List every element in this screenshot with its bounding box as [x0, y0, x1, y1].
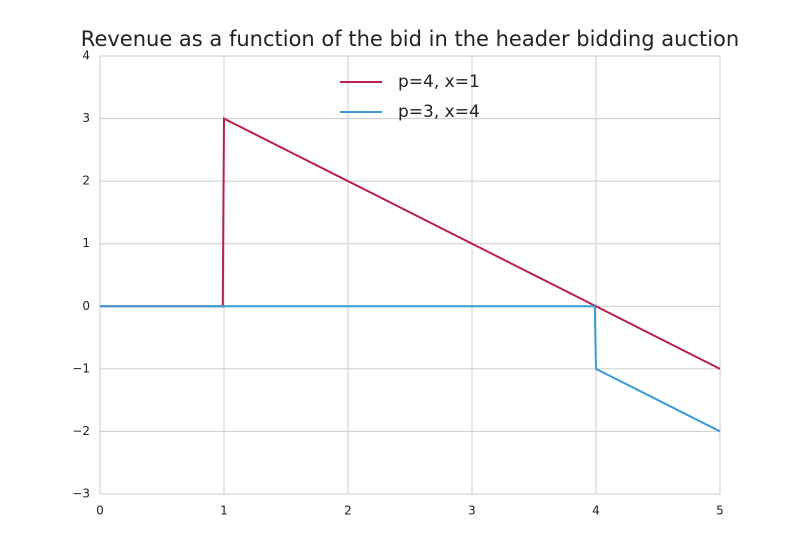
- y-tick-label: −3: [72, 487, 90, 501]
- y-tick-label: 2: [82, 174, 90, 188]
- x-tick-label: 1: [220, 504, 228, 518]
- x-tick-label: 2: [344, 504, 352, 518]
- legend-label: p=3, x=4: [398, 102, 480, 122]
- series-line: [100, 305, 721, 433]
- y-tick-label: 3: [82, 111, 90, 125]
- x-tick-label: 3: [468, 504, 476, 518]
- y-tick-label: 4: [82, 49, 90, 63]
- y-tick-label: 1: [82, 236, 90, 250]
- y-tick-label: −2: [72, 424, 90, 438]
- x-tick-label: 4: [592, 504, 600, 518]
- y-tick-label: −1: [72, 361, 90, 375]
- x-tick-label: 0: [96, 504, 104, 518]
- x-tick-label: 5: [716, 504, 724, 518]
- chart-title: Revenue as a function of the bid in the …: [81, 27, 739, 51]
- y-tick-label: 0: [82, 299, 90, 313]
- plot-frame: [99, 55, 721, 495]
- legend-label: p=4, x=1: [398, 72, 480, 92]
